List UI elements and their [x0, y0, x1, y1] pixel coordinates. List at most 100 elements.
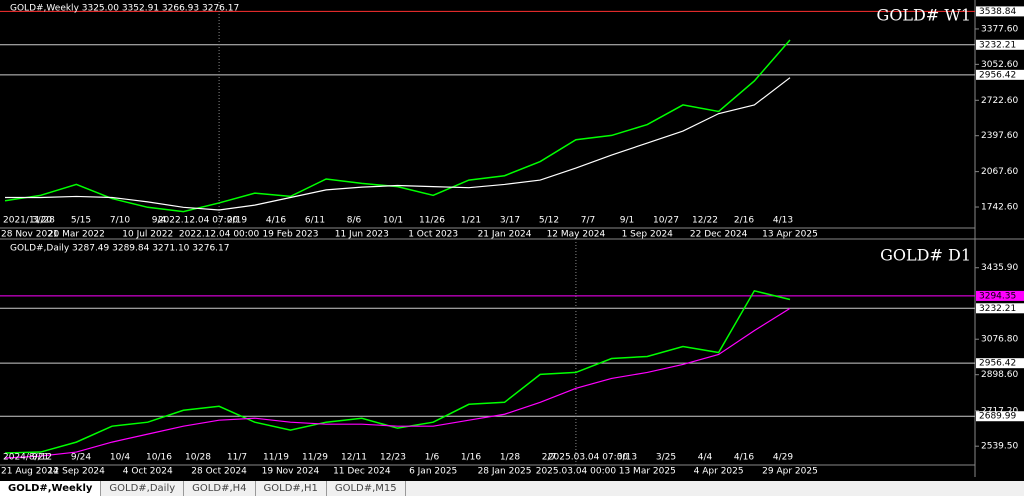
time-label: 7/10: [110, 216, 130, 226]
x-tick-label: 4 Oct 2024: [123, 467, 173, 477]
level-box: [976, 6, 1024, 17]
time-label: 10/28: [185, 453, 211, 463]
time-label: 4/16: [266, 216, 286, 226]
x-tick-label: 11 Jun 2023: [335, 230, 389, 240]
level-label: 2956.42: [979, 359, 1016, 369]
time-label: 1/16: [461, 453, 481, 463]
time-label: 12/22: [692, 216, 718, 226]
x-tick-label: 11 Dec 2024: [333, 467, 391, 477]
time-label: 9/12: [32, 453, 52, 463]
price-line: [4, 39, 791, 213]
level-label: 3232.21: [979, 304, 1016, 314]
x-tick-label: 12 Sep 2024: [48, 467, 105, 477]
time-label: 12/11: [341, 453, 367, 463]
time-label: 9/24: [71, 453, 91, 463]
time-label: 3/13: [617, 453, 637, 463]
chart-tab[interactable]: GOLD#,M15: [327, 481, 406, 496]
chart-tab[interactable]: GOLD#,H1: [256, 481, 327, 496]
time-label: 10/27: [653, 216, 679, 226]
level-label: 3538.84: [979, 7, 1016, 17]
x-tick-label: 28 Jan 2025: [478, 467, 532, 477]
charts: 3377.60 3052.60 2722.60 2397.60 2067.60 1742.…: [0, 0, 1024, 481]
chart-header: GOLD#,Weekly 3325.00 3352.91 3266.93 327…: [10, 4, 239, 14]
x-tick-label: 19 Feb 2023: [262, 230, 318, 240]
x-tick-label: 1 Oct 2023: [408, 230, 458, 240]
chart-tab[interactable]: GOLD#,Weekly: [0, 481, 102, 496]
price-line: [4, 289, 791, 454]
time-label: 2/16: [734, 216, 754, 226]
time-label: 1/28: [500, 453, 520, 463]
x-tick-label: 2022.12.04 00:00: [179, 230, 260, 240]
chart-tab[interactable]: GOLD#,H4: [184, 481, 256, 496]
time-label: 2024/8/21: [3, 453, 49, 463]
y-tick-label: 2539.50: [981, 442, 1018, 452]
time-label: 4/29: [773, 453, 793, 463]
time-label: 4/4: [698, 453, 713, 463]
x-tick-label: 1 Sep 2024: [622, 230, 674, 240]
x-tick-label: 2025.03.04 00:00: [536, 467, 617, 477]
y-tick-label: 3076.80: [981, 335, 1018, 345]
chart-header: GOLD#,Daily 3287.49 3289.84 3271.10 3276…: [10, 244, 230, 254]
level-box: [976, 290, 1024, 301]
time-label: 5/15: [71, 216, 91, 226]
time-label: 10/16: [146, 453, 172, 463]
chart-title: GOLD# W1: [877, 6, 971, 25]
level-label: 2689.99: [979, 412, 1016, 422]
time-label: 6/11: [305, 216, 325, 226]
y-tick-label: 2898.60: [981, 370, 1018, 380]
level-box: [976, 69, 1024, 80]
y-tick-label: 2067.60: [981, 167, 1018, 177]
time-label: 11/29: [302, 453, 328, 463]
level-box: [976, 39, 1024, 50]
x-tick-label: 29 Apr 2025: [762, 467, 818, 477]
level-label: 2956.42: [979, 70, 1016, 80]
y-tick-label: 3377.60: [981, 24, 1018, 34]
x-tick-label: 13 Mar 2025: [619, 467, 676, 477]
level-label: 3232.21: [979, 40, 1016, 50]
time-label: 3/20: [32, 216, 52, 226]
y-tick-label: 2722.60: [981, 96, 1018, 106]
time-label: 11/26: [419, 216, 445, 226]
x-tick-label: 19 Nov 2024: [262, 467, 320, 477]
time-label: 1/21: [461, 216, 481, 226]
x-tick-label: 28 Nov 2021: [1, 230, 59, 240]
price-line: [5, 77, 791, 211]
time-label: 8/6: [347, 216, 362, 226]
time-label: 1/6: [425, 453, 440, 463]
time-label: 2021/11/28: [3, 216, 55, 226]
time-label: 4/13: [773, 216, 793, 226]
x-tick-label: 22 Dec 2024: [690, 230, 748, 240]
time-label: 4/16: [734, 453, 754, 463]
x-tick-label: 20 Mar 2022: [48, 230, 105, 240]
time-label: 10/4: [110, 453, 130, 463]
time-label: 7/7: [581, 216, 595, 226]
x-tick-label: 13 Apr 2025: [762, 230, 818, 240]
y-tick-label: 2397.60: [981, 131, 1018, 141]
time-label: 9/1: [620, 216, 634, 226]
y-tick-label: 1742.60: [981, 203, 1018, 213]
tab-bar: GOLD#,Weekly GOLD#,Daily GOLD#,H4 GOLD#,H1 G…: [0, 481, 1024, 496]
chart-title: GOLD# D1: [880, 246, 971, 265]
price-line: [4, 307, 791, 459]
chart-tab[interactable]: GOLD#,Daily: [101, 481, 185, 496]
time-label: 2/7: [542, 453, 556, 463]
time-label: 12/23: [380, 453, 406, 463]
x-tick-label: 10 Jul 2022: [122, 230, 173, 240]
time-label: 11/19: [263, 453, 289, 463]
time-label: 2/19: [227, 216, 247, 226]
time-label: 10/1: [383, 216, 403, 226]
level-box: [976, 303, 1024, 314]
time-label: 3/17: [500, 216, 520, 226]
background: [0, 0, 1024, 481]
time-label: 5/12: [539, 216, 559, 226]
time-label: 2025.03.04 07:00: [548, 453, 629, 463]
x-tick-label: 28 Oct 2024: [191, 467, 247, 477]
x-tick-label: 4 Apr 2025: [694, 467, 744, 477]
time-label: 11/7: [227, 453, 247, 463]
x-tick-label: 21 Jan 2024: [478, 230, 532, 240]
level-box: [976, 358, 1024, 369]
level-box: [976, 411, 1024, 422]
time-label: 2022.12.04 07:00: [158, 216, 239, 226]
x-tick-label: 12 May 2024: [547, 230, 606, 240]
